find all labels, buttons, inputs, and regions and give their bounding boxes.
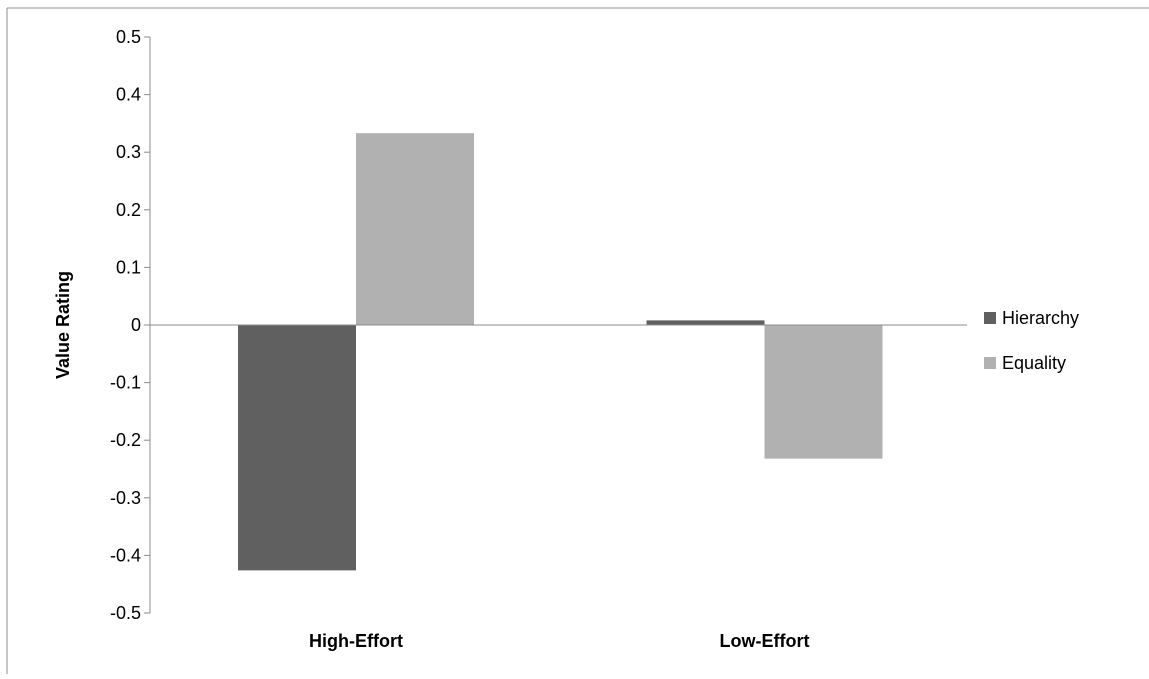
y-tick-label: -0.4 [110, 545, 141, 565]
y-tick-label: -0.5 [110, 603, 141, 623]
y-tick-label: 0.5 [116, 27, 141, 47]
bar-hierarchy-low-effort [646, 320, 765, 325]
y-tick-label: 0.2 [116, 200, 141, 220]
y-tick-label: 0.4 [116, 85, 141, 105]
y-tick-label: -0.3 [110, 488, 141, 508]
y-tick-label: 0 [131, 315, 141, 335]
bar-hierarchy-high-effort [238, 325, 356, 571]
legend-label-hierarchy: Hierarchy [1002, 308, 1079, 328]
x-category-label: Low-Effort [720, 631, 810, 651]
bar-equality-high-effort [356, 133, 474, 325]
legend-swatch-hierarchy [984, 312, 996, 324]
y-axis-title: Value Rating [53, 271, 73, 379]
legend-swatch-equality [984, 357, 996, 369]
legend-label-equality: Equality [1002, 353, 1066, 373]
x-category-label: High-Effort [309, 631, 403, 651]
plot-area: 0.5 0.4 0.3 0.2 0.1 0 -0.1 -0.2 -0.3 -0.4 -0.5 High… [110, 27, 967, 651]
y-tick-label: -0.2 [110, 430, 141, 450]
y-tick-label: -0.1 [110, 373, 141, 393]
bar-equality-low-effort [764, 325, 883, 459]
y-tick-label: 0.1 [116, 257, 141, 277]
y-tick-label: 0.3 [116, 142, 141, 162]
legend: Hierarchy Equality [984, 308, 1079, 373]
